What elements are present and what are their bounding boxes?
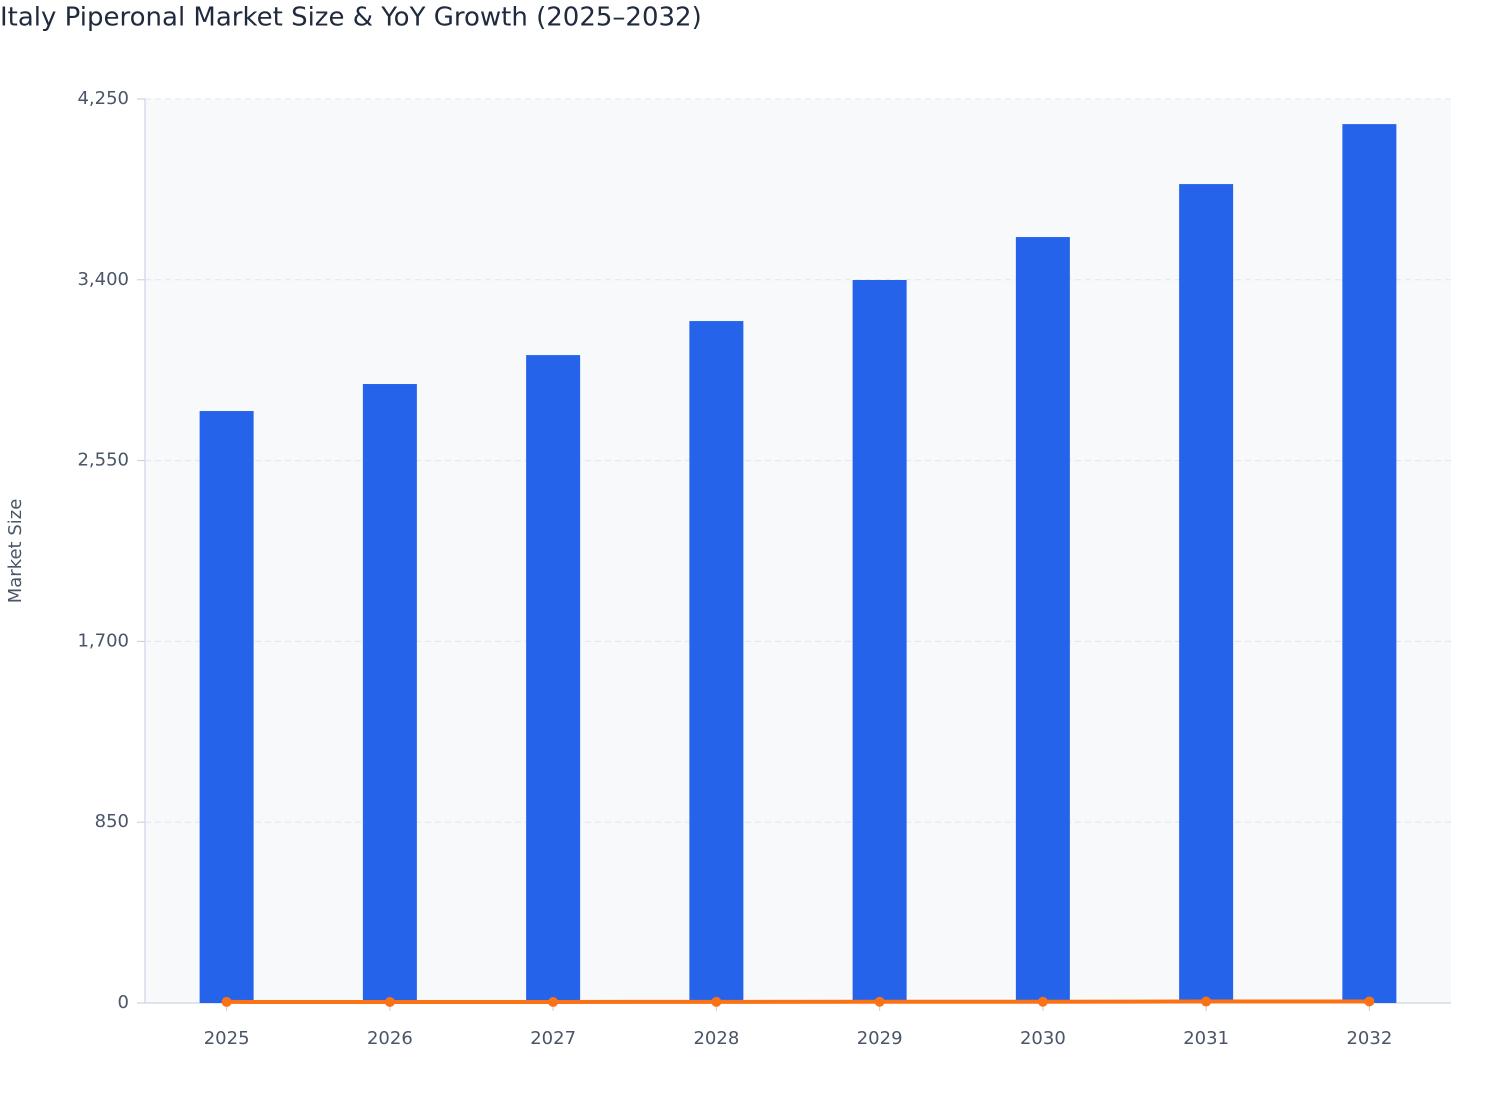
x-tick-label: 2031	[1183, 1028, 1229, 1049]
x-tick-label: 2028	[693, 1028, 739, 1049]
line-point	[1037, 996, 1048, 1007]
chart-title: Italy Piperonal Market Size & YoY Growth…	[0, 3, 702, 33]
y-tick-label: 0	[118, 992, 129, 1013]
line-point	[384, 997, 395, 1008]
bar	[1179, 184, 1234, 1004]
x-tick-label: 2029	[857, 1028, 903, 1049]
bar	[1342, 124, 1397, 1003]
y-axis-label: Market Size	[5, 499, 26, 604]
y-tick-label: 1,700	[77, 630, 129, 651]
x-tick-label: 2027	[530, 1028, 576, 1049]
bar	[1015, 237, 1070, 1003]
y-tick-label: 2,550	[77, 450, 129, 471]
y-tick-label: 4,250	[77, 88, 129, 109]
bar	[526, 355, 581, 1003]
line-point	[1364, 996, 1375, 1007]
plot-area	[145, 99, 1451, 1003]
x-tick-label: 2030	[1020, 1028, 1066, 1049]
bar	[199, 411, 254, 1003]
line-point	[1201, 996, 1212, 1007]
bar	[852, 280, 907, 1003]
bar	[689, 321, 744, 1003]
y-tick-label: 3,400	[77, 269, 129, 290]
line-point	[711, 996, 722, 1007]
y-tick-label: 850	[95, 811, 129, 832]
line-point	[221, 996, 232, 1007]
x-tick-label: 2026	[367, 1028, 413, 1049]
x-tick-label: 2025	[204, 1028, 250, 1049]
line-point	[874, 996, 885, 1007]
line-point	[548, 997, 559, 1008]
x-tick-label: 2032	[1346, 1028, 1392, 1049]
bar	[362, 384, 417, 1003]
line	[226, 999, 1370, 1005]
